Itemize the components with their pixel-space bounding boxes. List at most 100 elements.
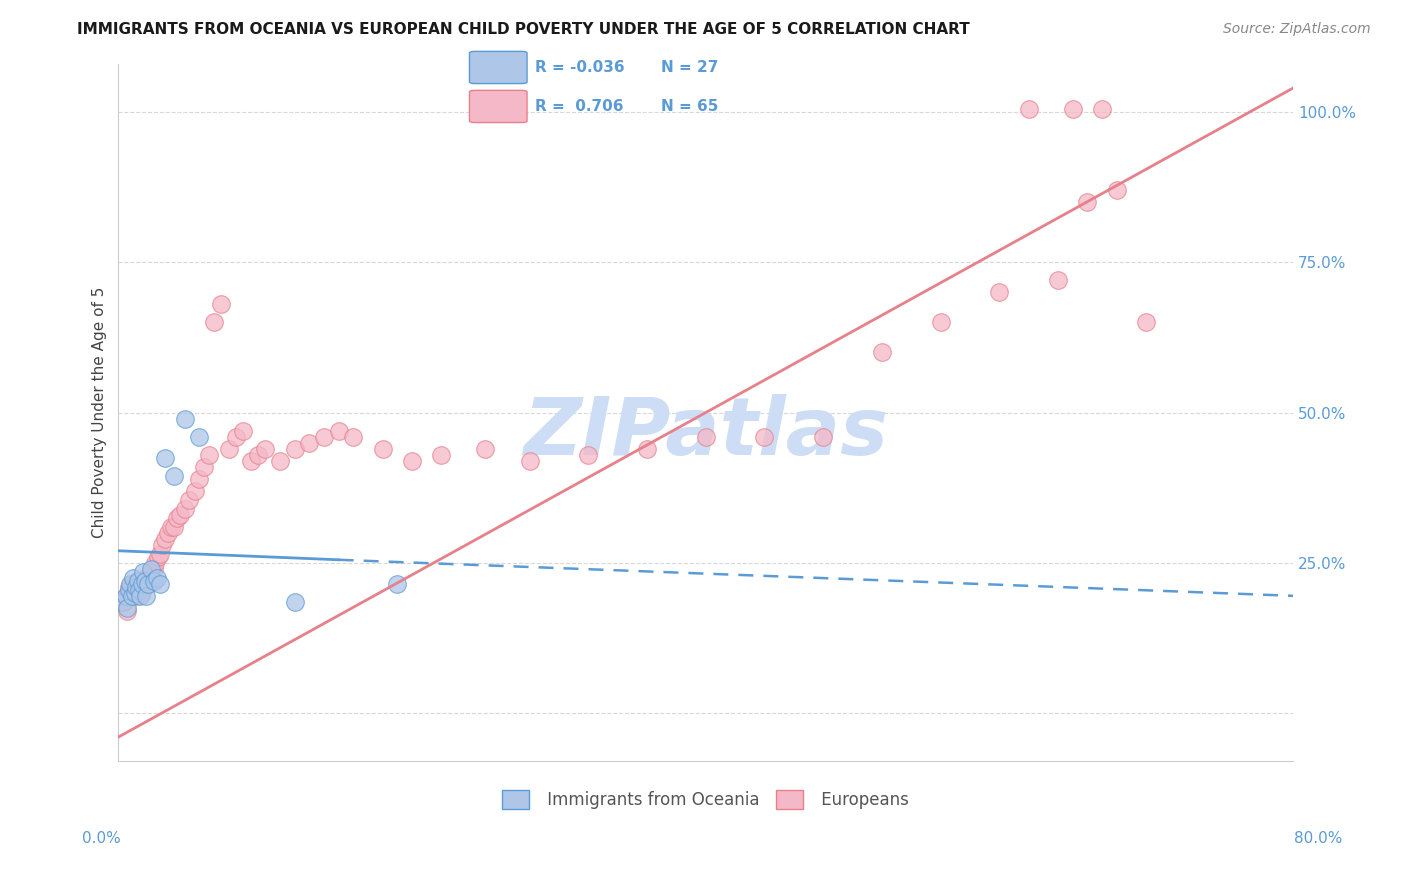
Point [124, 586, 146, 600]
Point [142, 562, 165, 576]
Point [202, 315, 225, 329]
Point [117, 604, 139, 618]
Point [430, 448, 453, 462]
Point [128, 582, 150, 597]
Point [111, 595, 134, 609]
Point [134, 577, 156, 591]
Point [239, 453, 262, 467]
Point [254, 442, 277, 456]
Point [134, 574, 156, 588]
Point [1091, 102, 1114, 116]
Text: IMMIGRANTS FROM OCEANIA VS EUROPEAN CHILD POVERTY UNDER THE AGE OF 5 CORRELATION: IMMIGRANTS FROM OCEANIA VS EUROPEAN CHIL… [77, 22, 970, 37]
Point [695, 429, 717, 443]
Point [148, 577, 170, 591]
Point [754, 429, 776, 443]
Point [371, 442, 394, 456]
Point [328, 424, 350, 438]
Point [146, 549, 169, 564]
Point [122, 577, 145, 591]
Point [136, 577, 159, 591]
Point [160, 520, 183, 534]
Text: 80.0%: 80.0% [1295, 831, 1343, 846]
Point [111, 595, 134, 609]
Point [166, 510, 188, 524]
Point [131, 586, 153, 600]
Point [1105, 183, 1128, 197]
Point [163, 468, 186, 483]
Text: R = -0.036: R = -0.036 [536, 60, 624, 75]
Point [131, 577, 153, 591]
FancyBboxPatch shape [470, 90, 527, 122]
Point [125, 580, 148, 594]
Point [246, 448, 269, 462]
Point [139, 565, 162, 579]
Point [184, 483, 207, 498]
Point [155, 532, 177, 546]
Point [120, 577, 142, 591]
Point [118, 582, 141, 597]
Point [387, 577, 409, 591]
Point [1135, 315, 1157, 329]
Point [188, 429, 211, 443]
Text: Source: ZipAtlas.com: Source: ZipAtlas.com [1223, 22, 1371, 37]
Point [284, 595, 307, 609]
Point [125, 589, 148, 603]
Text: N = 27: N = 27 [661, 60, 718, 75]
Point [114, 589, 136, 603]
Point [177, 492, 200, 507]
Point [114, 589, 136, 603]
Point [120, 586, 142, 600]
Point [142, 574, 165, 588]
Point [811, 429, 834, 443]
Point [173, 501, 195, 516]
Point [312, 429, 335, 443]
Point [870, 345, 893, 359]
Point [188, 472, 211, 486]
Point [929, 315, 952, 329]
Text: ZIPatlas: ZIPatlas [523, 394, 889, 473]
Text: N = 65: N = 65 [661, 99, 718, 114]
Point [218, 442, 240, 456]
Point [132, 565, 155, 579]
Point [128, 582, 150, 597]
Legend:  Immigrants from Oceania,  Europeans: Immigrants from Oceania, Europeans [495, 783, 915, 815]
Point [474, 442, 496, 456]
Point [636, 442, 658, 456]
Point [401, 453, 423, 467]
Point [209, 297, 232, 311]
Point [1018, 102, 1040, 116]
Point [298, 435, 321, 450]
Point [988, 285, 1011, 300]
Point [173, 411, 195, 425]
Point [121, 589, 143, 603]
Point [225, 429, 247, 443]
FancyBboxPatch shape [470, 52, 527, 84]
Point [122, 571, 145, 585]
Point [118, 580, 141, 594]
Point [155, 450, 177, 465]
Point [145, 571, 167, 585]
Point [129, 577, 152, 591]
Point [139, 562, 162, 576]
Point [269, 453, 291, 467]
Point [132, 574, 155, 588]
Point [284, 442, 307, 456]
Point [129, 589, 152, 603]
Point [198, 448, 221, 462]
Point [117, 600, 139, 615]
Point [135, 589, 157, 603]
Text: 0.0%: 0.0% [82, 831, 121, 846]
Point [157, 525, 180, 540]
Y-axis label: Child Poverty Under the Age of 5: Child Poverty Under the Age of 5 [93, 287, 107, 538]
Point [152, 538, 174, 552]
Point [135, 571, 157, 585]
Point [163, 520, 186, 534]
Point [127, 574, 149, 588]
Point [576, 448, 599, 462]
Point [519, 453, 541, 467]
Point [127, 580, 149, 594]
Point [121, 589, 143, 603]
Point [1047, 273, 1070, 287]
Point [169, 508, 191, 522]
Point [1076, 195, 1098, 210]
